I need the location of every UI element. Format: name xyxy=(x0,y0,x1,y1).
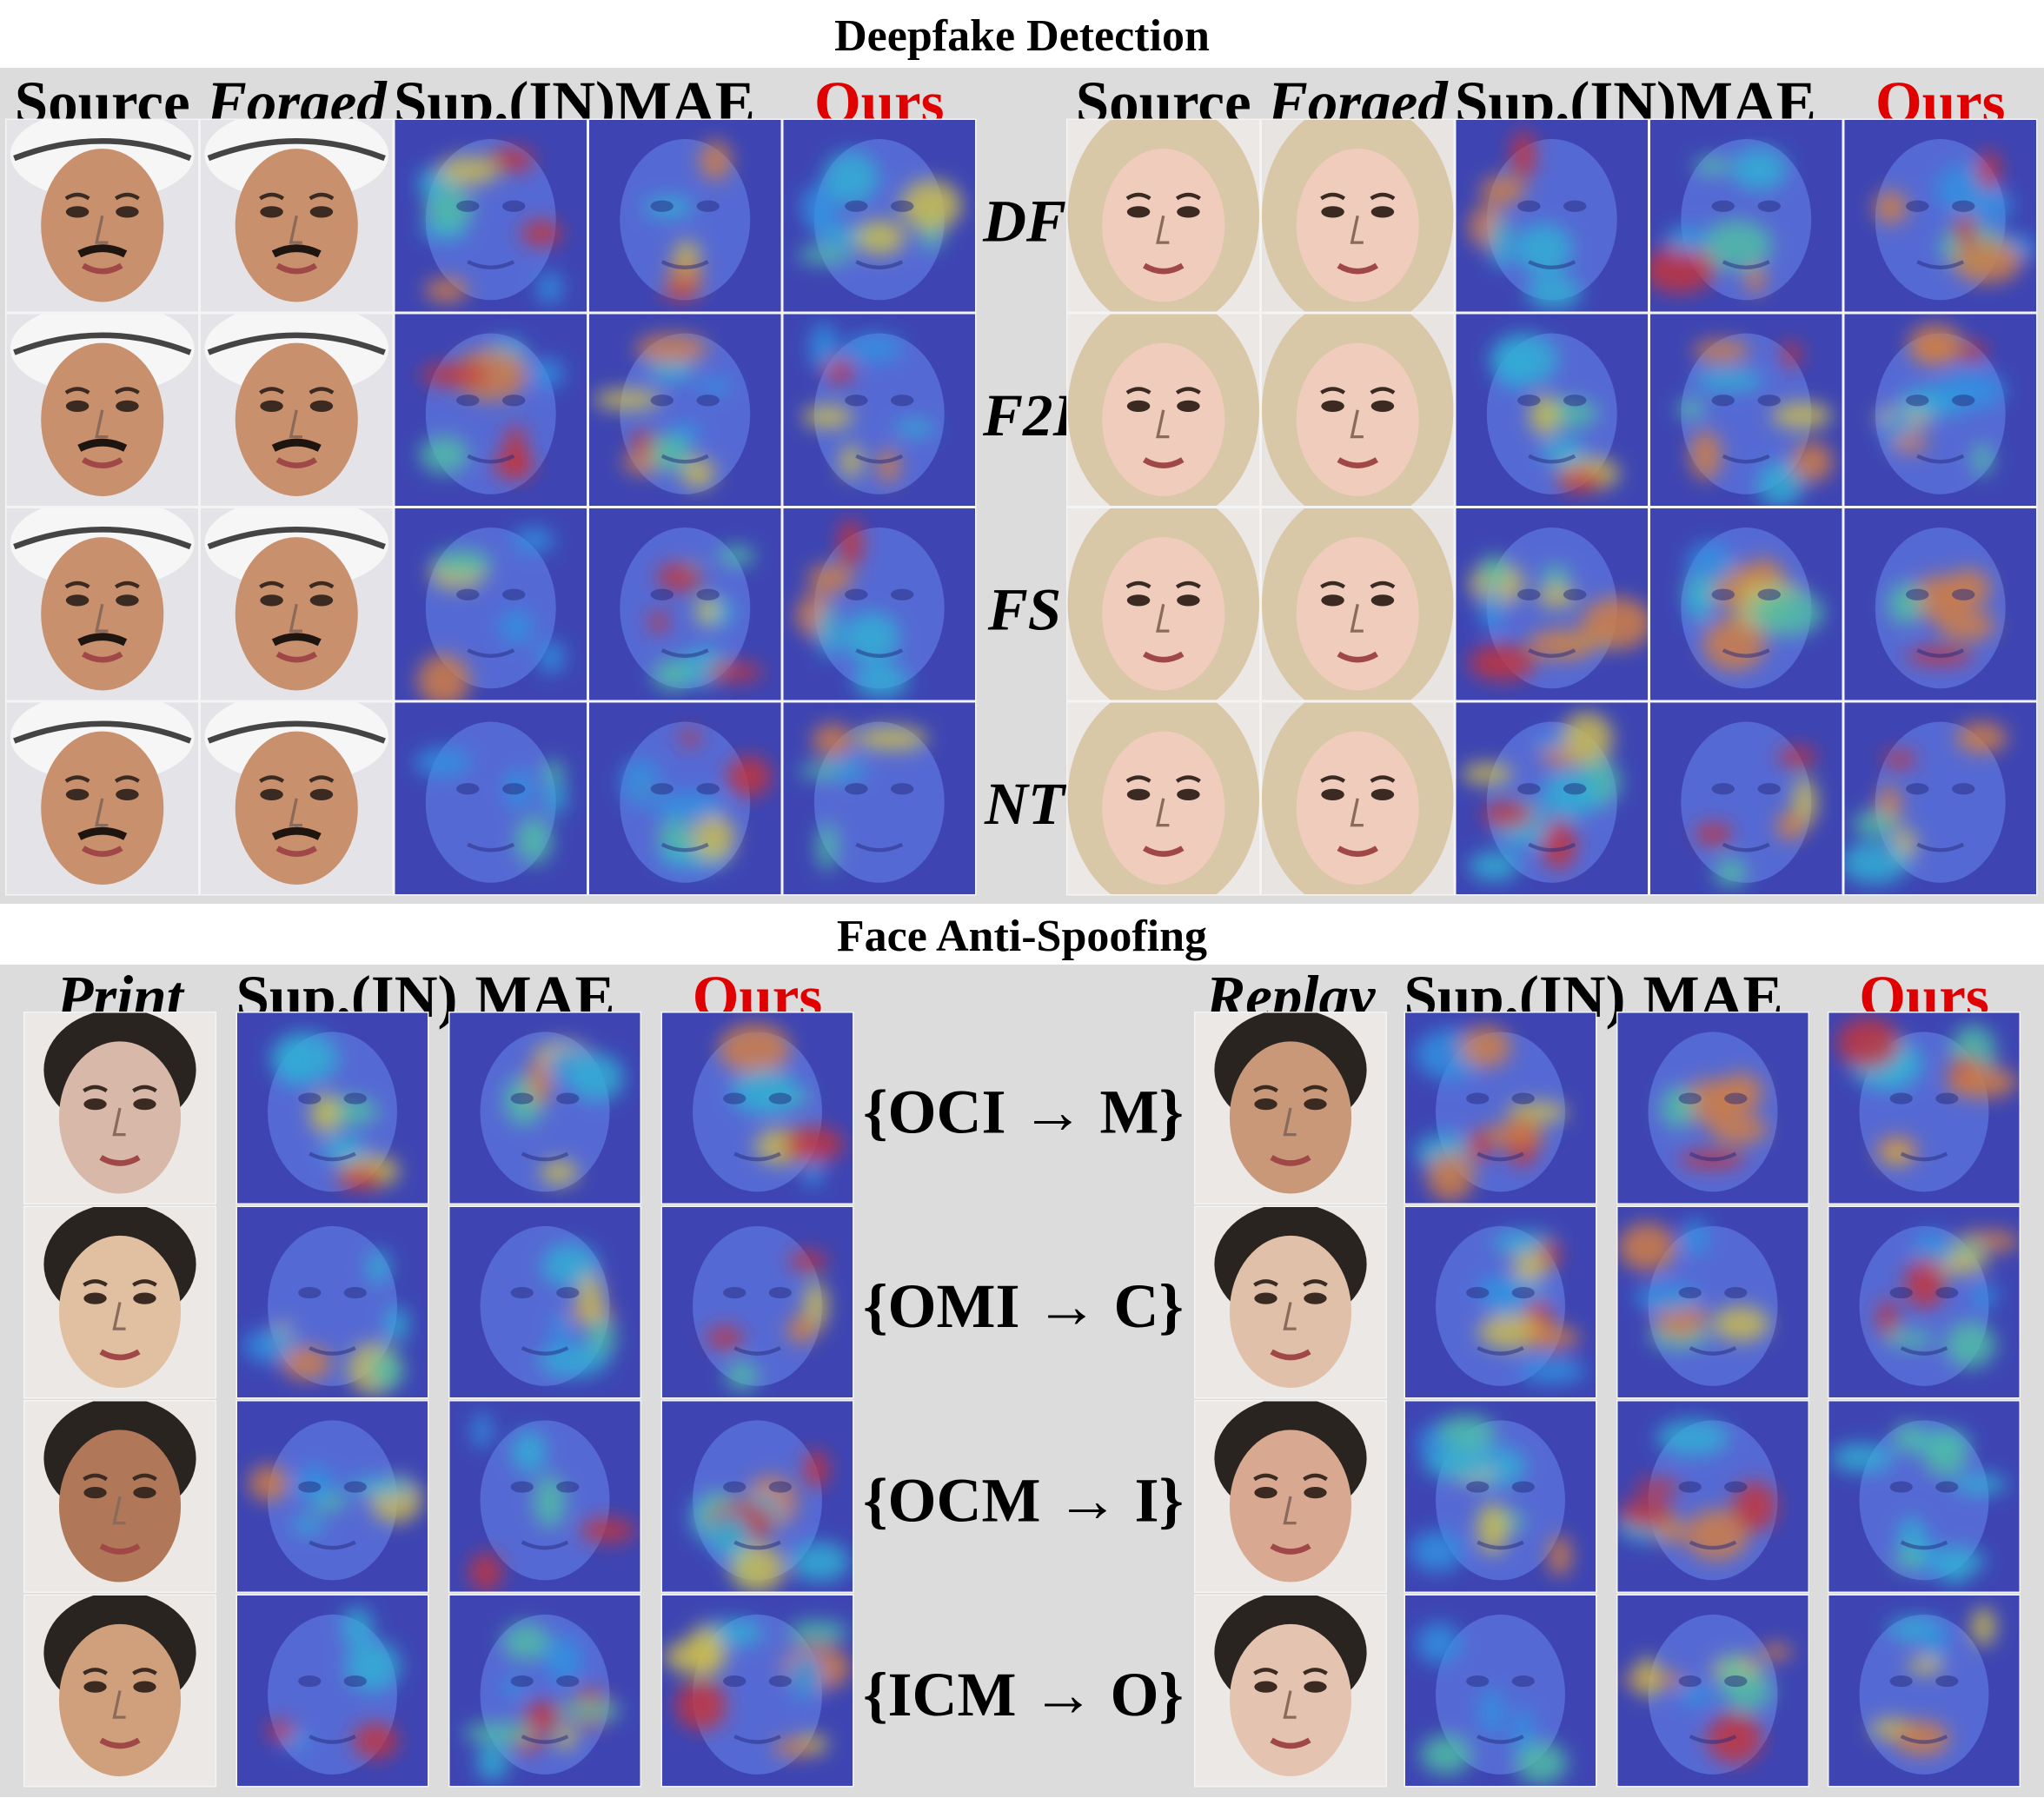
deepfake-right-cell xyxy=(1843,507,2038,701)
deepfake-left-cell xyxy=(199,507,394,701)
deepfake-right-cell xyxy=(1843,313,2038,508)
deepfake-section-title: Deepfake Detection xyxy=(834,11,1210,61)
deepfake-left-cell xyxy=(394,507,588,701)
deepfake-right-cell xyxy=(1260,701,1455,896)
deepfake-right-cell xyxy=(1066,118,1261,313)
fas-left-cell xyxy=(448,1205,641,1399)
fas-left-cell xyxy=(23,1594,216,1788)
deepfake-left-cell xyxy=(394,313,588,508)
deepfake-row-label-3: NT xyxy=(984,770,1065,838)
fas-left-cell xyxy=(660,1594,854,1788)
deepfake-right-cell xyxy=(1649,507,1843,701)
deepfake-left-cell xyxy=(587,313,782,508)
fas-row-label-0: {OCI → M} xyxy=(863,1078,1184,1148)
fas-row-label-3: {ICM → O} xyxy=(863,1661,1184,1730)
fas-right-cell xyxy=(1828,1400,2021,1593)
fas-row-label-1: {OMI → C} xyxy=(863,1272,1184,1342)
deepfake-left-cell xyxy=(5,313,200,508)
fas-section-title: Face Anti-Spoofing xyxy=(836,912,1208,961)
deepfake-right-cell xyxy=(1649,701,1843,896)
fas-left-cell xyxy=(236,1205,429,1399)
fas-right-cell xyxy=(1194,1594,1387,1788)
deepfake-right-cell xyxy=(1066,701,1261,896)
fas-right-cell xyxy=(1828,1012,2021,1204)
fas-left-cell xyxy=(660,1400,854,1593)
fas-left-cell xyxy=(23,1205,216,1399)
deepfake-left-cell xyxy=(394,701,588,896)
deepfake-right-cell xyxy=(1260,507,1455,701)
fas-left-cell xyxy=(660,1205,854,1399)
deepfake-left-cell xyxy=(782,118,977,313)
fas-left-cell xyxy=(236,1400,429,1593)
deepfake-left-cell xyxy=(199,701,394,896)
fas-row-label-2: {OCM → I} xyxy=(863,1466,1184,1536)
fas-right-cell xyxy=(1194,1012,1387,1204)
deepfake-row-label-0: DF xyxy=(983,188,1066,255)
deepfake-left-cell xyxy=(782,701,977,896)
deepfake-right-cell xyxy=(1843,701,2038,896)
deepfake-right-cell xyxy=(1455,118,1649,313)
fas-left-cell xyxy=(448,1594,641,1788)
deepfake-left-cell xyxy=(587,118,782,313)
deepfake-left-cell xyxy=(199,313,394,508)
fas-left-cell xyxy=(236,1012,429,1204)
fas-right-cell xyxy=(1616,1012,1809,1204)
deepfake-right-cell xyxy=(1455,507,1649,701)
deepfake-left-cell xyxy=(782,313,977,508)
fas-right-cell xyxy=(1404,1400,1597,1593)
fas-right-cell xyxy=(1828,1594,2021,1788)
deepfake-right-cell xyxy=(1649,118,1843,313)
fas-left-cell xyxy=(236,1594,429,1788)
deepfake-row-label-2: FS xyxy=(987,576,1062,643)
deepfake-left-cell xyxy=(5,507,200,701)
deepfake-left-cell xyxy=(199,118,394,313)
deepfake-right-cell xyxy=(1260,118,1455,313)
fas-right-cell xyxy=(1404,1594,1597,1788)
deepfake-left-cell xyxy=(394,118,588,313)
fas-left-cell xyxy=(23,1012,216,1204)
deepfake-right-cell xyxy=(1066,313,1261,508)
deepfake-right-cell xyxy=(1455,701,1649,896)
deepfake-left-cell xyxy=(5,118,200,313)
deepfake-left-cell xyxy=(5,701,200,896)
fas-right-cell xyxy=(1828,1205,2021,1399)
fas-right-cell xyxy=(1616,1594,1809,1788)
fas-right-cell xyxy=(1194,1400,1387,1593)
fas-left-cell xyxy=(660,1012,854,1204)
fas-left-cell xyxy=(23,1400,216,1593)
deepfake-right-cell xyxy=(1455,313,1649,508)
deepfake-left-cell xyxy=(587,701,782,896)
deepfake-right-cell xyxy=(1260,313,1455,508)
fas-left-cell xyxy=(448,1012,641,1204)
deepfake-right-cell xyxy=(1066,507,1261,701)
fas-right-cell xyxy=(1404,1012,1597,1204)
fas-right-cell xyxy=(1404,1205,1597,1399)
fas-right-cell xyxy=(1616,1205,1809,1399)
deepfake-left-cell xyxy=(782,507,977,701)
fas-left-cell xyxy=(448,1400,641,1593)
deepfake-left-cell xyxy=(587,507,782,701)
fas-right-cell xyxy=(1616,1400,1809,1593)
deepfake-row-label-1: F2F xyxy=(983,381,1093,449)
deepfake-right-cell xyxy=(1843,118,2038,313)
fas-right-cell xyxy=(1194,1205,1387,1399)
deepfake-right-cell xyxy=(1649,313,1843,508)
